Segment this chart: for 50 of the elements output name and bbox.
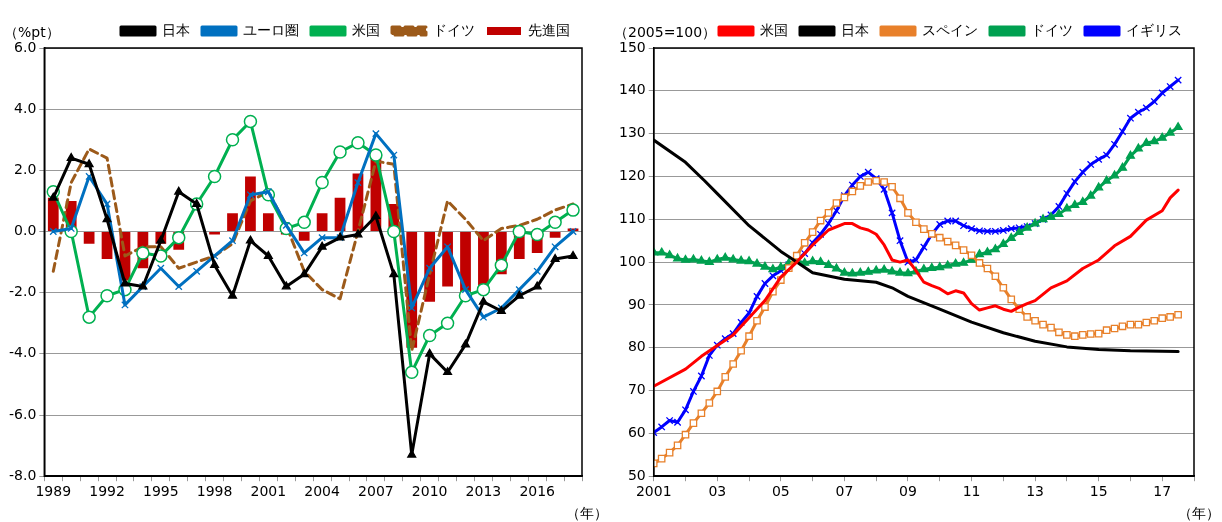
x-tick-label: 2016 bbox=[519, 483, 556, 500]
y-tick-label: 70 bbox=[627, 381, 646, 398]
x-tick-label: 2001 bbox=[635, 483, 672, 500]
legend-label: 先進国 bbox=[528, 21, 570, 38]
x-tick-label: 15 bbox=[1089, 483, 1108, 500]
y-tick-label: -2.0 bbox=[8, 283, 37, 300]
y-axis-title: （2005=100） bbox=[614, 23, 717, 40]
y-tick-label: 90 bbox=[627, 295, 646, 312]
x-axis-title: （年） bbox=[566, 504, 608, 521]
x-tick-label: 2004 bbox=[304, 483, 341, 500]
legend-label: 日本 bbox=[162, 21, 190, 38]
y-tick-label: 130 bbox=[618, 124, 646, 141]
x-tick-label: 1998 bbox=[196, 483, 233, 500]
y-tick-label: 0.0 bbox=[14, 222, 37, 239]
x-tick-label: 2007 bbox=[358, 483, 394, 500]
x-tick-label: 2001 bbox=[250, 483, 287, 500]
legend-label: イギリス bbox=[1126, 21, 1182, 38]
y-tick-label: 140 bbox=[618, 81, 646, 98]
legend-label: ユーロ圏 bbox=[243, 21, 299, 38]
legend-label: スペイン bbox=[922, 21, 978, 38]
x-tick-label: 11 bbox=[962, 483, 981, 500]
y-tick-label: 2.0 bbox=[14, 160, 37, 177]
x-tick-label: 1992 bbox=[89, 483, 125, 500]
x-tick-label: 13 bbox=[1026, 483, 1045, 500]
x-tick-label: 2013 bbox=[465, 483, 502, 500]
x-tick-label: 05 bbox=[771, 483, 790, 500]
y-tick-label: -8.0 bbox=[8, 466, 37, 483]
y-tick-label: -4.0 bbox=[8, 344, 37, 361]
legend-label: ドイツ bbox=[1031, 21, 1073, 38]
y-tick-label: 110 bbox=[618, 209, 646, 226]
x-tick-label: 07 bbox=[835, 483, 854, 500]
x-tick-label: 17 bbox=[1153, 483, 1172, 500]
legend-label: 日本 bbox=[841, 21, 869, 38]
y-tick-label: 60 bbox=[627, 424, 646, 441]
y-tick-label: 100 bbox=[618, 252, 646, 269]
legend-label: ドイツ bbox=[433, 21, 475, 38]
x-axis-title: （年） bbox=[1178, 504, 1220, 521]
y-tick-label: 50 bbox=[627, 466, 646, 483]
x-tick-label: 2010 bbox=[411, 483, 448, 500]
y-tick-label: 80 bbox=[627, 338, 646, 355]
legend-label: 米国 bbox=[352, 21, 380, 38]
x-tick-label: 03 bbox=[708, 483, 727, 500]
x-tick-label: 1995 bbox=[142, 483, 179, 500]
legend-label: 米国 bbox=[760, 21, 788, 38]
y-tick-label: 120 bbox=[618, 167, 646, 184]
y-tick-label: 4.0 bbox=[14, 99, 37, 116]
y-axis-title: （%pt） bbox=[4, 23, 60, 40]
y-tick-label: -6.0 bbox=[8, 405, 37, 422]
x-tick-label: 1989 bbox=[35, 483, 72, 500]
x-tick-label: 09 bbox=[899, 483, 917, 500]
